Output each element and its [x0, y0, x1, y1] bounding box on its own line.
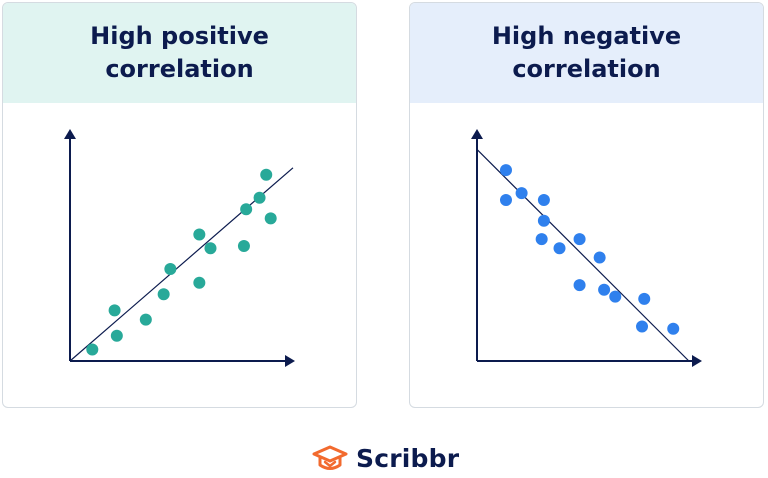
negative-data-point: [636, 320, 649, 333]
negative-data-point: [553, 242, 566, 255]
negative-chart-area: [410, 103, 763, 407]
positive-data-point: [110, 329, 123, 342]
chart-title: High positive correlation: [90, 22, 269, 83]
negative-data-point: [535, 233, 548, 246]
positive-data-point: [237, 240, 250, 252]
x-axis-arrowhead: [285, 355, 295, 367]
positive-correlation-card: High positive correlation: [2, 2, 357, 408]
positive-chart-area: [3, 103, 356, 407]
x-axis-arrowhead: [692, 355, 702, 367]
positive-data-point: [264, 212, 277, 225]
chart-title: High negative correlation: [491, 22, 682, 83]
negative-data-point: [573, 233, 586, 246]
negative-data-point: [537, 194, 550, 206]
positive-data-point: [253, 191, 266, 204]
positive-data-point: [260, 168, 273, 181]
negative-correlation-header: High negative correlation: [410, 3, 763, 103]
negative-data-point: [598, 283, 611, 296]
positive-data-point: [86, 343, 99, 356]
trend-line: [476, 148, 690, 362]
y-axis-arrowhead: [64, 129, 76, 139]
positive-correlation-header: High positive correlation: [3, 3, 356, 103]
positive-data-point: [157, 288, 170, 301]
positive-data-point: [193, 228, 206, 241]
positive-scatter-plot: [64, 129, 295, 367]
positive-data-point: [204, 242, 217, 255]
negative-data-point: [499, 194, 512, 206]
positive-data-point: [108, 304, 121, 317]
negative-data-point: [515, 187, 528, 200]
graduation-cap-icon: [312, 445, 348, 470]
positive-data-point: [139, 313, 152, 326]
brand-name: Scribbr: [356, 444, 460, 473]
negative-data-point: [638, 292, 651, 305]
negative-data-point: [593, 251, 606, 264]
positive-data-point: [240, 203, 253, 216]
negative-data-point: [609, 290, 622, 303]
negative-data-point: [499, 164, 512, 177]
negative-data-point: [573, 279, 586, 292]
negative-data-point: [537, 214, 550, 227]
negative-correlation-card: High negative correlation: [409, 2, 764, 408]
positive-data-point: [164, 263, 177, 275]
positive-data-point: [193, 276, 206, 289]
scribbr-logo: Scribbr: [312, 444, 459, 473]
y-axis-arrowhead: [471, 129, 483, 139]
negative-scatter-plot: [471, 129, 702, 367]
negative-data-point: [667, 322, 680, 335]
